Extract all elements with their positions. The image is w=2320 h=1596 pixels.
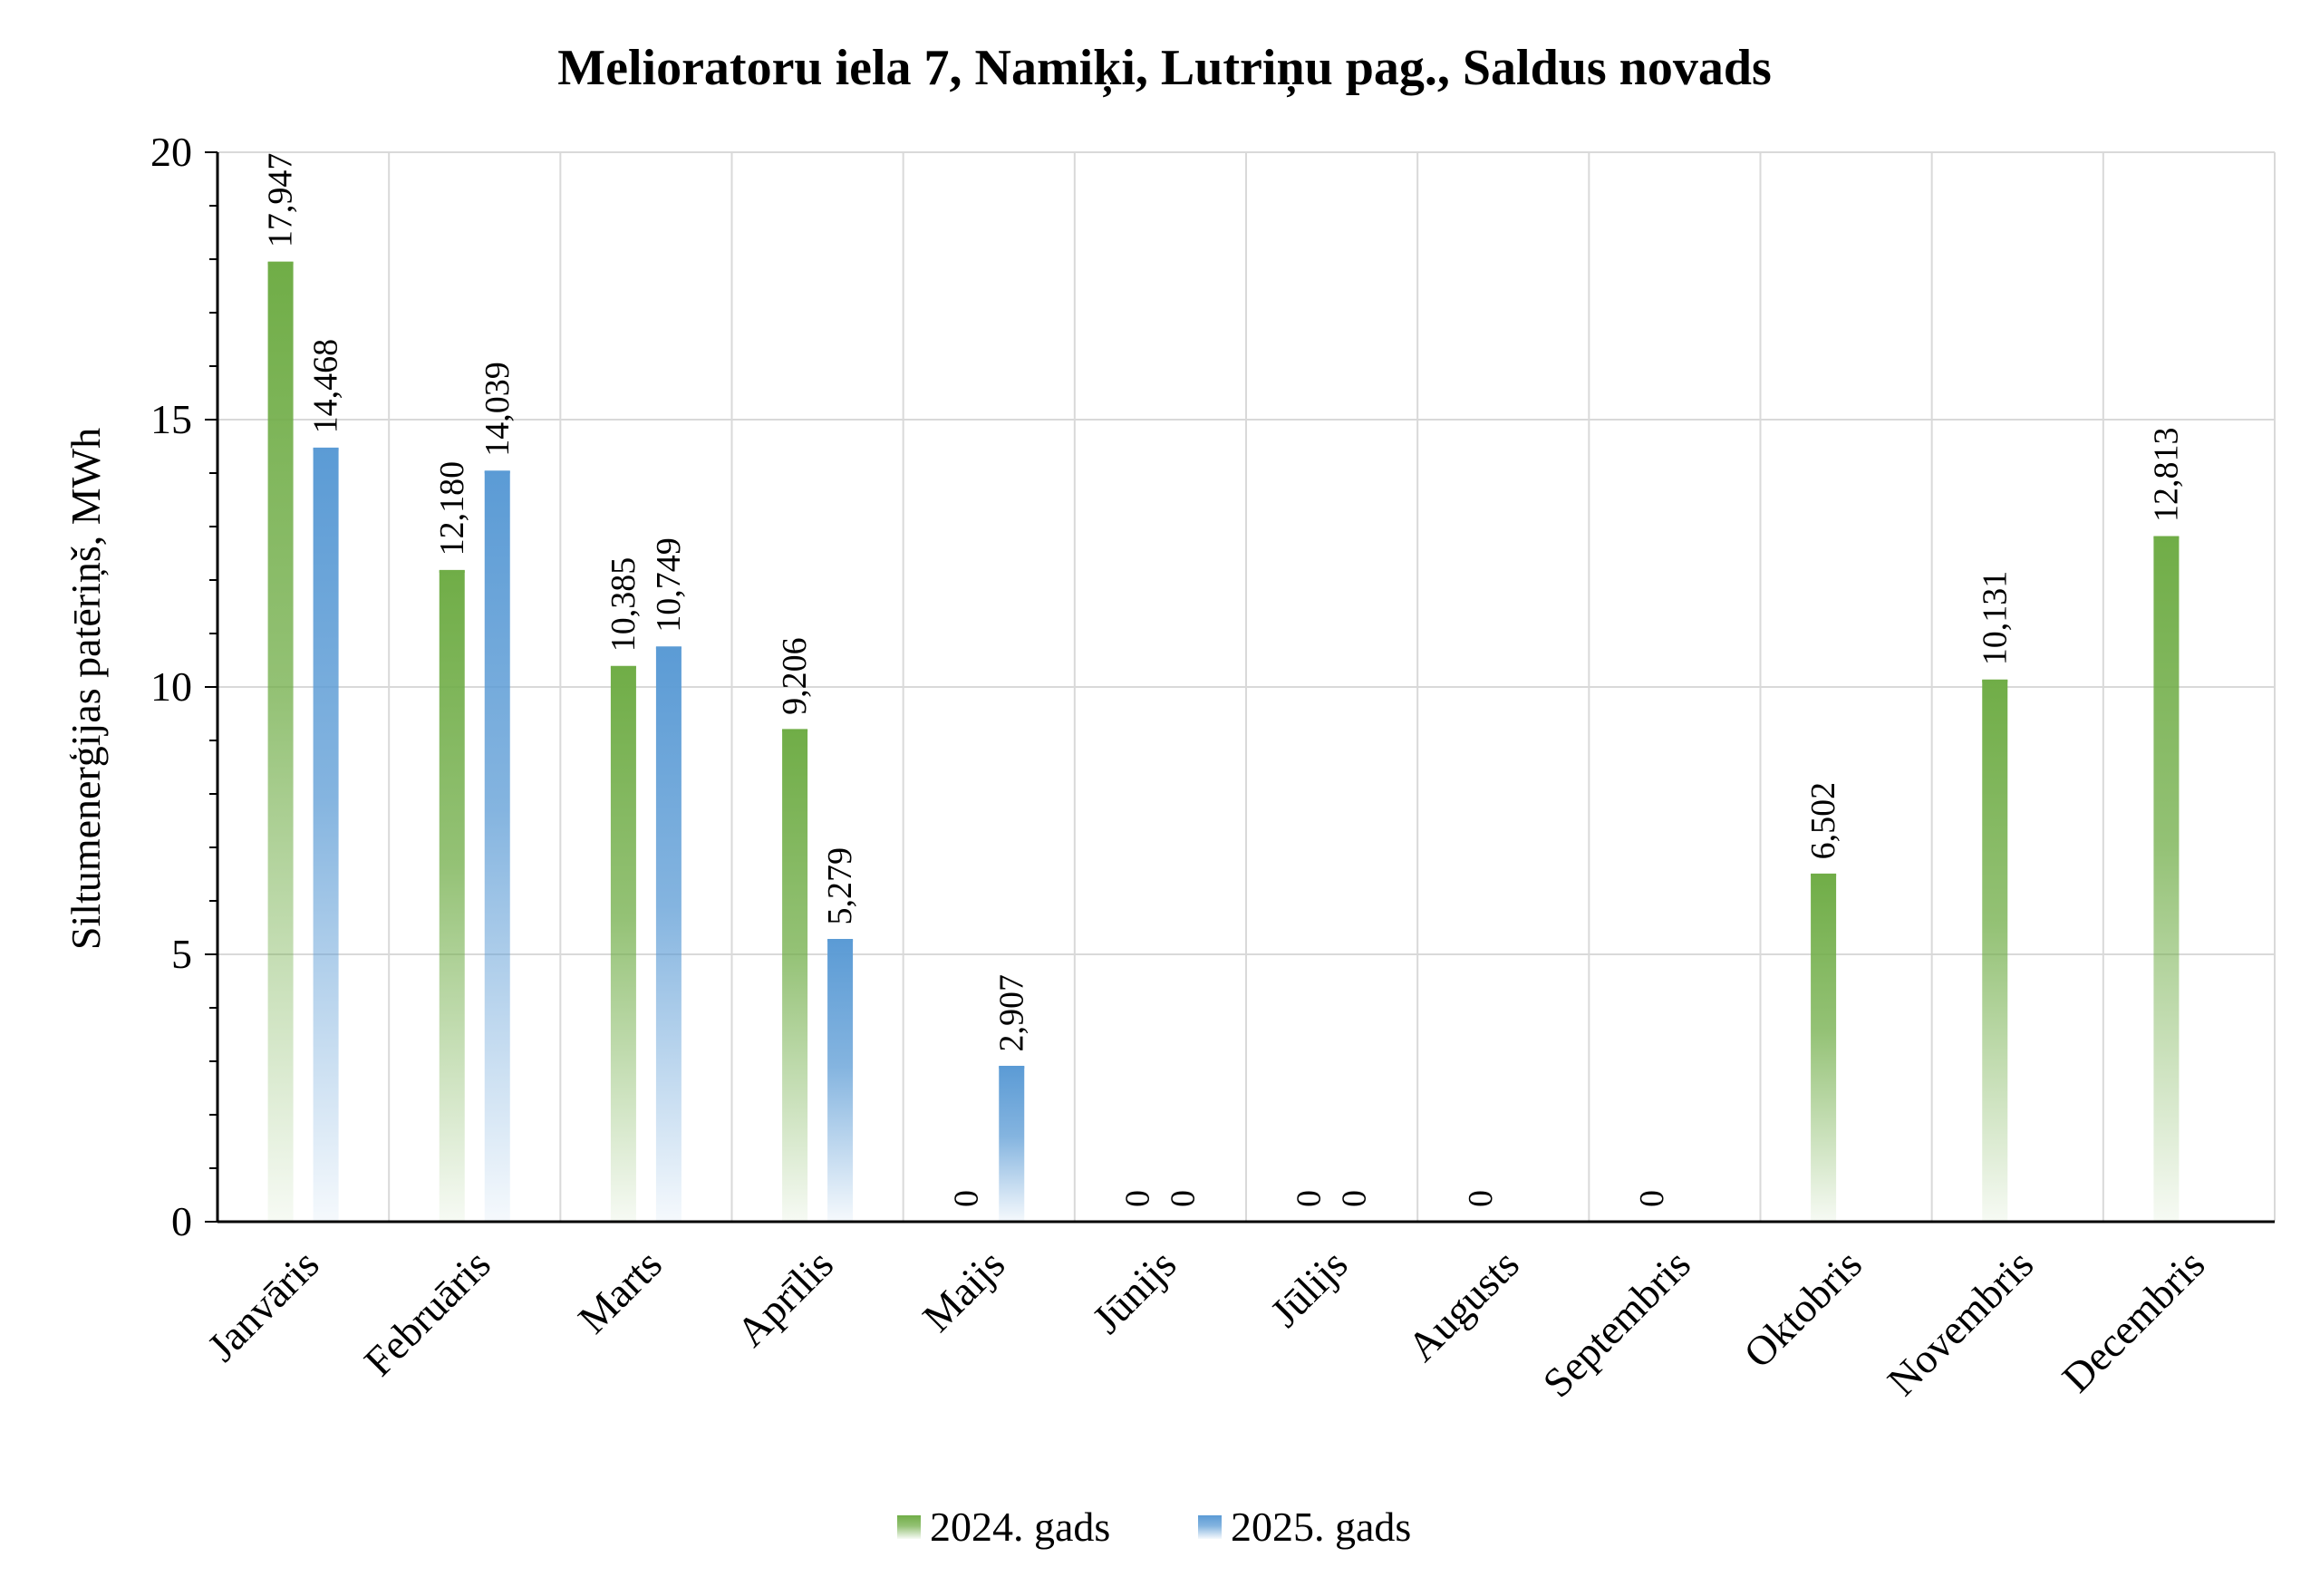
axes: 0 5 10 15 20 Janvāris Februāris Marts Aprīlis Mai… xyxy=(150,129,2275,1406)
y-tick-label: 0 xyxy=(171,1198,192,1244)
legend-label: 2025. gads xyxy=(1231,1504,1411,1550)
x-tick-label: Janvāris xyxy=(198,1241,328,1370)
data-label: 12,180 xyxy=(433,461,471,556)
bar-2024 xyxy=(782,729,808,1222)
x-tick-label: Maijs xyxy=(914,1241,1013,1340)
data-label: 0 xyxy=(1164,1190,1202,1207)
data-label: 10,385 xyxy=(604,557,643,653)
bar-2025 xyxy=(313,448,339,1222)
x-tick-label: Decembris xyxy=(2054,1241,2214,1401)
legend-item-2024: 2024. gads xyxy=(897,1504,1110,1550)
bar-2024 xyxy=(2153,537,2180,1222)
bars xyxy=(267,261,2180,1223)
data-label: 0 xyxy=(1118,1190,1156,1207)
x-tick-label: Augusts xyxy=(1398,1241,1528,1370)
chart-title: Melioratoru iela 7, Namiķi, Lutriņu pag.… xyxy=(557,40,1772,98)
x-tick-label: Septembris xyxy=(1534,1241,1699,1406)
x-tick-label: Aprīlis xyxy=(728,1241,842,1355)
data-label: 9,206 xyxy=(776,637,814,715)
bar-2025 xyxy=(655,646,682,1222)
y-axis-title: Siltumenerģijas patēriņš, MWh xyxy=(63,428,109,950)
data-label: 17,947 xyxy=(262,153,300,248)
bar-2024 xyxy=(1982,680,2008,1222)
bar-2024 xyxy=(1811,874,1837,1222)
x-tick-label: Februāris xyxy=(355,1241,499,1385)
bar-2024 xyxy=(439,570,465,1222)
y-tick-label: 5 xyxy=(171,931,192,977)
x-tick-label: Novembris xyxy=(1879,1241,2043,1405)
data-label: 10,749 xyxy=(650,537,688,633)
data-label: 0 xyxy=(1336,1190,1374,1207)
data-label: 6,502 xyxy=(1804,782,1842,860)
y-tick-label: 10 xyxy=(150,663,192,710)
bar-2024 xyxy=(267,262,294,1223)
legend-swatch xyxy=(897,1515,921,1539)
legend-item-2025: 2025. gads xyxy=(1198,1504,1411,1550)
x-tick-label: Jūlijs xyxy=(1262,1241,1357,1336)
y-tick-label: 20 xyxy=(150,129,192,175)
data-label: 10,131 xyxy=(1976,571,2014,666)
bar-2025 xyxy=(999,1066,1025,1222)
data-label: 2,907 xyxy=(992,974,1030,1052)
data-label: 5,279 xyxy=(821,847,859,925)
bar-2024 xyxy=(610,666,636,1222)
legend-swatch xyxy=(1198,1515,1222,1539)
x-tick-label: Marts xyxy=(569,1241,671,1342)
x-tick-label: Oktobris xyxy=(1735,1241,1870,1377)
data-label: 0 xyxy=(1462,1190,1500,1207)
data-label: 0 xyxy=(1290,1190,1329,1207)
bar-2025 xyxy=(484,470,510,1222)
gridlines xyxy=(218,151,2276,1222)
data-label: 12,813 xyxy=(2147,428,2185,523)
data-label: 14,039 xyxy=(478,362,517,457)
data-label: 0 xyxy=(1633,1190,1671,1207)
data-label: 14,468 xyxy=(307,339,345,434)
data-label: 0 xyxy=(947,1190,985,1207)
bar-2025 xyxy=(827,939,854,1222)
legend: 2024. gads 2025. gads xyxy=(897,1504,1411,1550)
legend-label: 2024. gads xyxy=(930,1504,1110,1550)
x-tick-label: Jūnijs xyxy=(1083,1241,1184,1342)
y-tick-label: 15 xyxy=(150,396,192,442)
